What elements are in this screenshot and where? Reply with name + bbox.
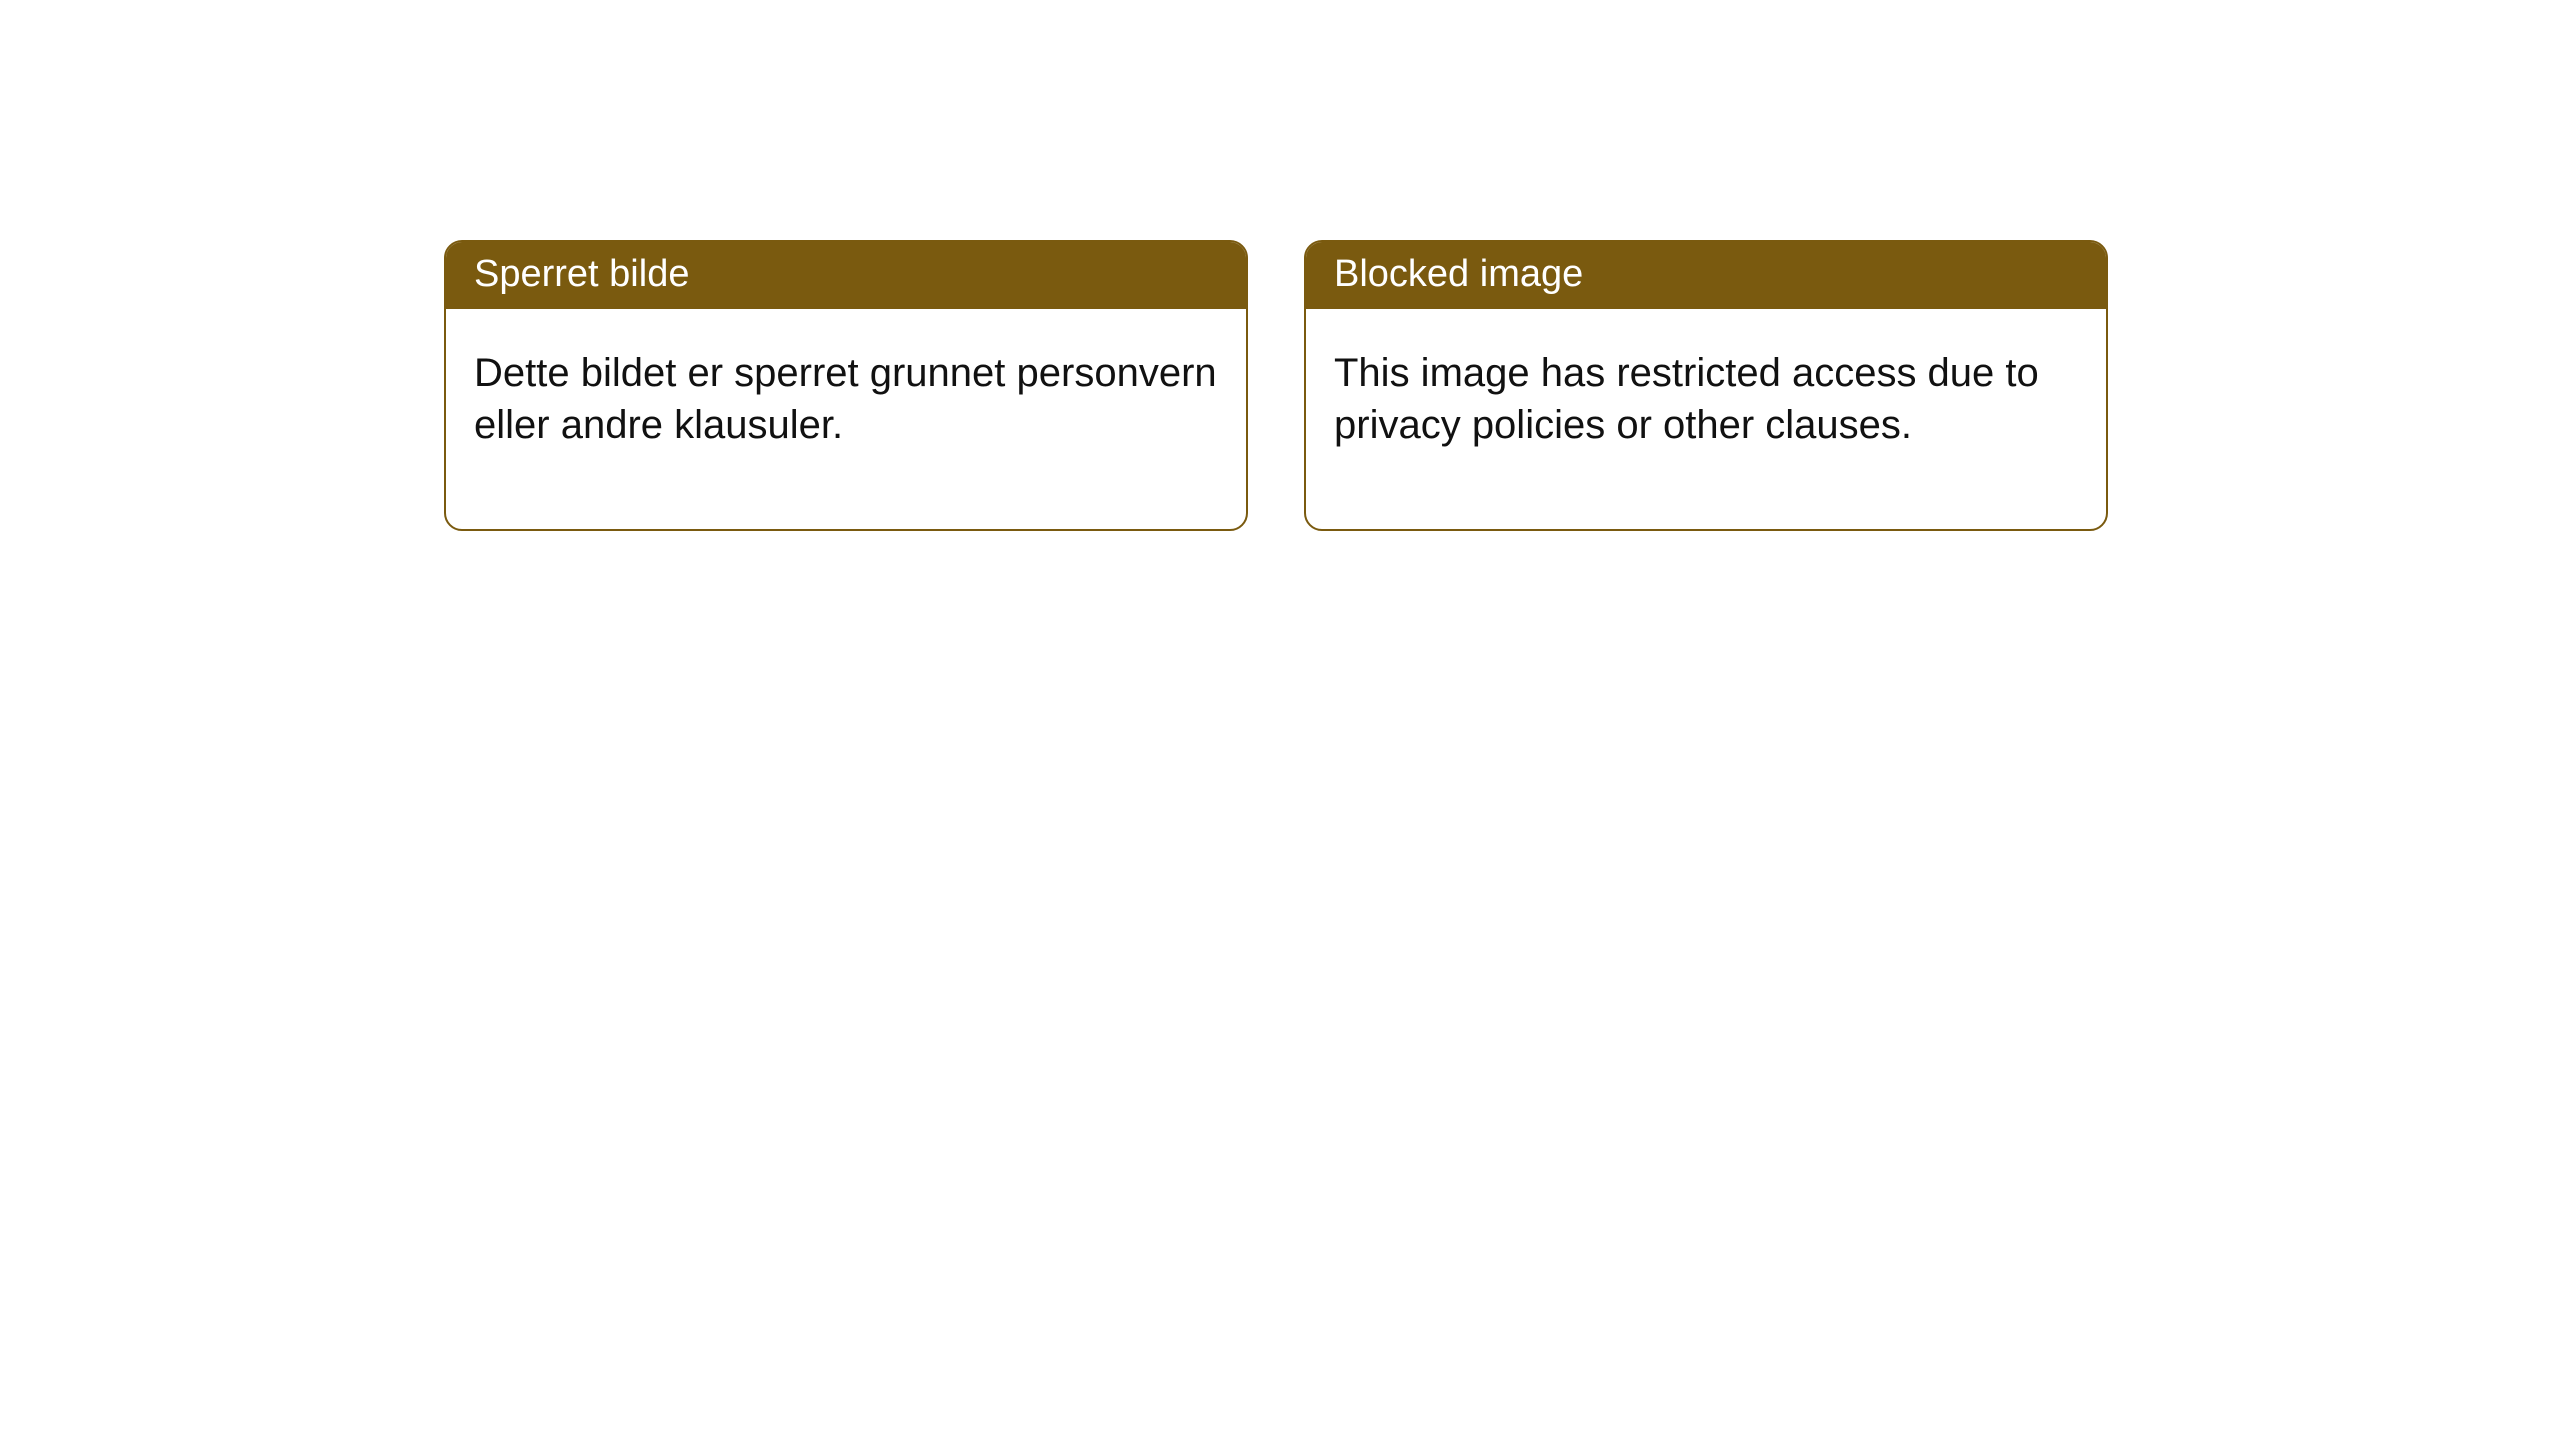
notice-card-body: This image has restricted access due to …	[1306, 309, 2106, 529]
notice-card-title: Blocked image	[1306, 242, 2106, 309]
notice-card-english: Blocked image This image has restricted …	[1304, 240, 2108, 531]
notice-card-title: Sperret bilde	[446, 242, 1246, 309]
notice-container: Sperret bilde Dette bildet er sperret gr…	[0, 0, 2560, 531]
notice-card-norwegian: Sperret bilde Dette bildet er sperret gr…	[444, 240, 1248, 531]
notice-card-body: Dette bildet er sperret grunnet personve…	[446, 309, 1246, 529]
